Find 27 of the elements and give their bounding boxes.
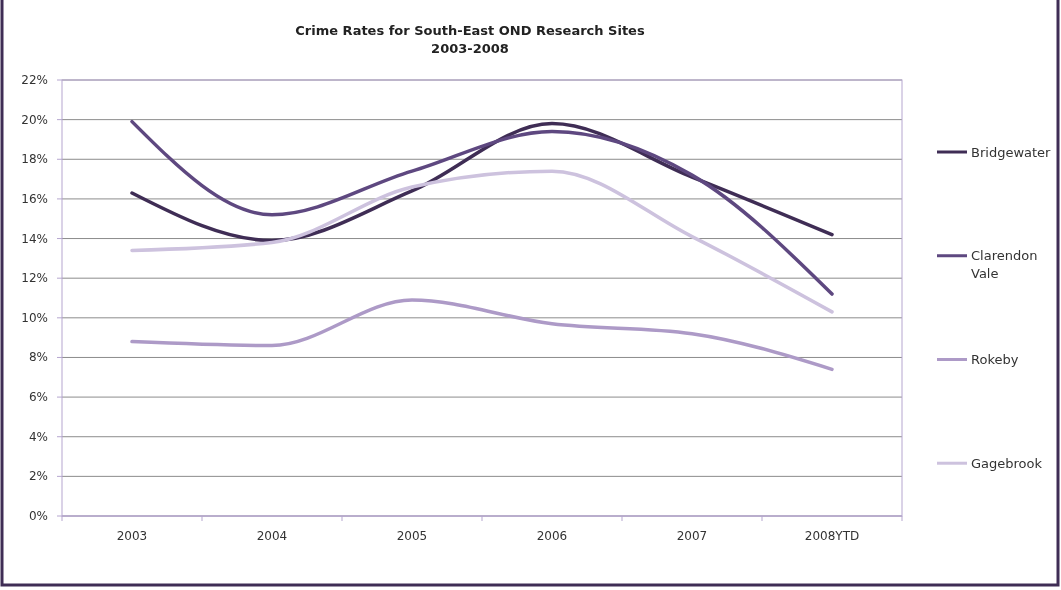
y-tick-label: 14% xyxy=(21,231,48,246)
line-series xyxy=(130,298,834,372)
y-tick-label: 12% xyxy=(21,271,48,286)
y-tick-label: 22% xyxy=(21,73,48,87)
legend-label: Clarendon Vale xyxy=(971,248,1038,282)
legend-label: Rokeby xyxy=(971,351,1019,367)
chart-subtitle: 2003-2008 xyxy=(431,41,509,56)
x-tick-label: 2003 xyxy=(116,529,148,543)
line-series xyxy=(130,119,834,296)
x-tick-label: 2007 xyxy=(676,529,708,543)
x-tick-label: 2004 xyxy=(256,529,288,543)
y-tick-label: 10% xyxy=(21,310,48,325)
y-tick-label: 18% xyxy=(21,152,48,167)
y-tick-label: 4% xyxy=(28,429,48,444)
x-tick-label: 2005 xyxy=(396,529,428,543)
y-tick-label: 16% xyxy=(21,191,48,206)
x-tick-label: 2008YTD xyxy=(804,529,860,543)
y-tick-label: 8% xyxy=(28,350,48,365)
line-series xyxy=(130,169,834,314)
y-tick-label: 20% xyxy=(21,112,48,127)
chart-title: Crime Rates for South-East OND Research Sites xyxy=(295,23,645,38)
legend-label: Bridgewater xyxy=(971,144,1052,160)
legend-label: Gagebrook xyxy=(971,455,1043,471)
y-tick-label: 0% xyxy=(28,509,48,523)
y-tick-label: 2% xyxy=(28,469,48,484)
y-tick-label: 6% xyxy=(28,390,48,405)
x-tick-label: 2006 xyxy=(536,529,568,543)
